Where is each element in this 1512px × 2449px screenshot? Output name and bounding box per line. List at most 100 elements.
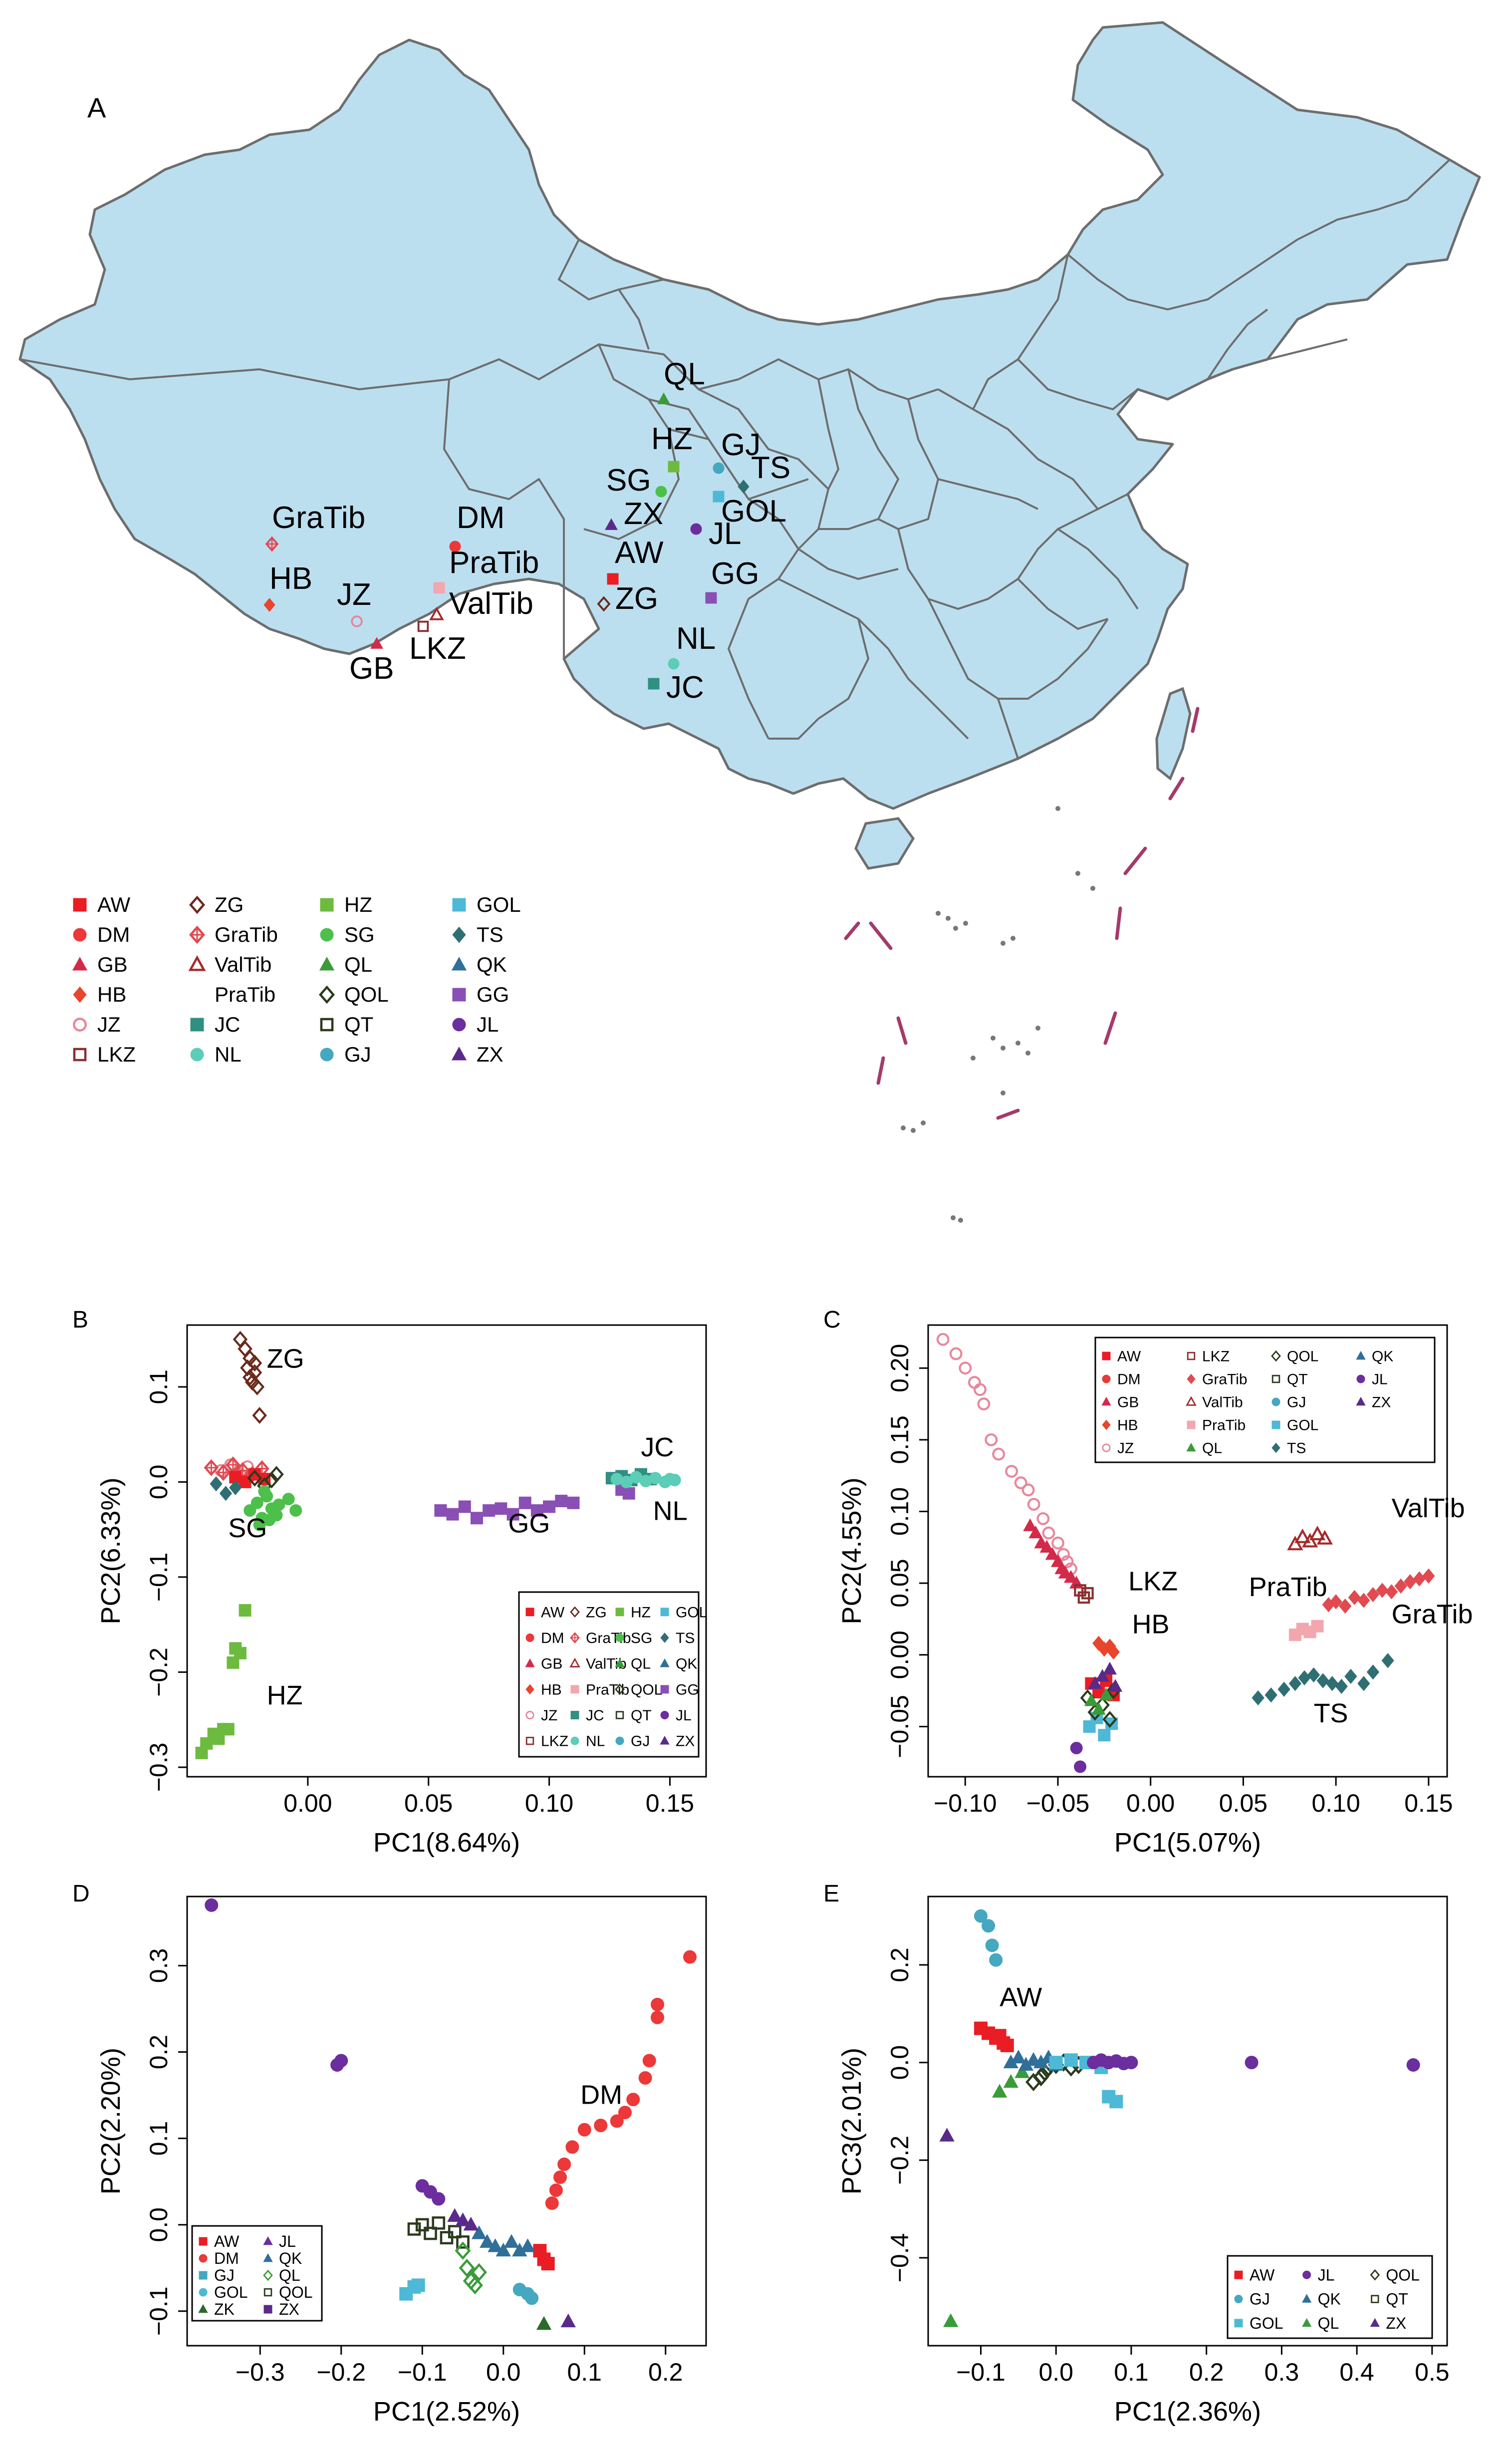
data-point-c-jz — [1014, 1476, 1027, 1489]
x-tick-label-d: −0.2 — [316, 2358, 366, 2386]
legend-label-b-qol: QOL — [631, 1681, 662, 1698]
data-point-b-hz — [222, 1723, 235, 1736]
legend-a-marker-ql — [319, 957, 335, 971]
data-point-d-dm — [626, 2093, 640, 2107]
legend-a-label-zg: ZG — [215, 893, 244, 916]
taiwan-island — [1155, 687, 1192, 781]
legend-label-c-dm: DM — [1117, 1371, 1141, 1388]
legend-a-label-hb: HB — [97, 983, 126, 1006]
site-label-hz: HZ — [651, 422, 693, 456]
legend-label-b-hb: HB — [541, 1681, 562, 1698]
legend-marker-b-zg — [570, 1606, 580, 1618]
legend-a-label-gratib: GraTib — [215, 923, 278, 946]
data-point-d-dm — [683, 1950, 697, 1964]
data-point-e-jl — [1124, 2056, 1138, 2070]
y-tick-label-b: 0.1 — [145, 1369, 173, 1404]
legend-label-c-gratib: GraTib — [1202, 1371, 1248, 1388]
legend-marker-c-ts — [1271, 1442, 1280, 1453]
x-tick-label-c: 0.15 — [1404, 1789, 1453, 1817]
data-point-d-ql — [455, 2241, 471, 2260]
data-point-c-lkz — [1081, 1587, 1094, 1600]
data-point-b-gg — [622, 1487, 635, 1500]
data-point-c-jz — [1042, 1526, 1055, 1540]
legend-marker-c-gj — [1271, 1397, 1280, 1406]
legend-marker-c-qt — [1271, 1374, 1280, 1383]
data-point-b-ts — [229, 1480, 242, 1495]
data-point-c-jz — [992, 1447, 1006, 1461]
site-marker-gratib — [265, 536, 279, 552]
legend-label-c-gol: GOL — [1287, 1417, 1318, 1434]
legend-marker-b-gg — [660, 1685, 669, 1694]
legend-a-label-qk: QK — [477, 953, 507, 976]
data-point-d-qk — [496, 2242, 511, 2257]
legend-label-b-jc: JC — [586, 1707, 604, 1724]
data-point-e-gj — [985, 1938, 999, 1952]
annotation-e-aw: AW — [1000, 1982, 1042, 2012]
data-point-c-valtib — [1309, 1525, 1326, 1541]
y-tick-label-e: −0.2 — [886, 2136, 914, 2185]
site-marker-gg — [705, 592, 717, 604]
legend-marker-c-jl — [1356, 1374, 1365, 1383]
x-tick-label-e: 0.1 — [1114, 2358, 1149, 2386]
y-tick-label-b: −0.1 — [145, 1553, 173, 1602]
data-point-d-jl — [334, 2054, 348, 2068]
legend-marker-c-gratib — [1187, 1373, 1196, 1384]
x-tick-label-e: 0.4 — [1339, 2358, 1374, 2386]
legend-box-d — [191, 2225, 323, 2322]
data-point-e-jl — [1245, 2056, 1259, 2070]
annotation-c-gratib: GraTib — [1392, 1600, 1473, 1630]
site-label-gj: GJ — [721, 428, 760, 462]
data-point-b-hz — [239, 1604, 252, 1617]
data-point-d-dm — [553, 2171, 567, 2184]
data-point-b-gg — [567, 1496, 580, 1509]
site-marker-ql — [657, 392, 670, 404]
legend-marker-b-gol — [660, 1608, 669, 1617]
y-tick-label-c: −0.05 — [886, 1695, 914, 1758]
y-tick-label-e: 0.2 — [886, 1947, 914, 1982]
legend-marker-b-gratib — [570, 1632, 580, 1643]
data-point-b-gg — [530, 1504, 543, 1517]
legend-a-label-pratib: PraTib — [215, 983, 275, 1006]
legend-marker-b-qol — [615, 1683, 625, 1695]
annotation-c-ts: TS — [1314, 1698, 1348, 1728]
site-label-lkz: LKZ — [409, 631, 466, 666]
hainan-island — [854, 817, 915, 870]
legend-marker-e-gj — [1234, 2295, 1243, 2303]
data-point-d-dm — [642, 2054, 656, 2068]
plot-frame-b — [186, 1324, 707, 1778]
data-point-c-qol — [1102, 1711, 1117, 1728]
pca-plot-c: −0.10 −0.05 0.00 0.05 0.10 0.15 −0.05 0.00 0.05 0… — [837, 1324, 1473, 1858]
site-label-aw: AW — [615, 536, 664, 570]
y-axis-title-d: PC2(2.20%) — [96, 2048, 126, 2194]
site-marker-jl — [690, 523, 702, 535]
legend-marker-d-ql — [263, 2269, 273, 2281]
legend-a-label-jz: JZ — [97, 1013, 121, 1036]
legend-label-b-qk: QK — [676, 1656, 697, 1672]
data-point-c-zx — [1088, 1676, 1102, 1689]
south-sea-islets — [901, 806, 1095, 1223]
x-tick-label-b: 0.15 — [646, 1789, 694, 1817]
data-point-b-sg — [251, 1496, 263, 1509]
data-point-b-qol — [269, 1466, 284, 1483]
legend-box-c — [1094, 1337, 1436, 1463]
data-point-b-zg — [252, 1406, 267, 1424]
data-point-b-gg — [446, 1508, 459, 1521]
legend-box-e — [1227, 2255, 1433, 2339]
legend-label-b-aw: AW — [541, 1604, 565, 1621]
data-point-e-aw — [1000, 2038, 1014, 2052]
data-point-d-dm — [545, 2196, 559, 2210]
province-boundaries — [19, 159, 1451, 759]
legend-label-d-qk: QK — [279, 2249, 302, 2267]
legend-a-marker-gg — [452, 988, 466, 1002]
legend-marker-b-lkz — [525, 1736, 534, 1745]
site-marker-aw — [607, 573, 619, 585]
legend-a-marker-qk — [451, 957, 467, 971]
site-label-zx: ZX — [624, 497, 663, 531]
y-tick-label-c: 0.00 — [886, 1631, 914, 1679]
site-label-nl: NL — [676, 621, 716, 656]
data-point-c-jz — [1027, 1498, 1040, 1511]
legend-marker-d-gol — [199, 2288, 208, 2297]
legend-marker-d-jl — [263, 2236, 273, 2245]
legend-a-label-gj: GJ — [344, 1043, 371, 1066]
annotation-b-sg: SG — [228, 1513, 267, 1543]
